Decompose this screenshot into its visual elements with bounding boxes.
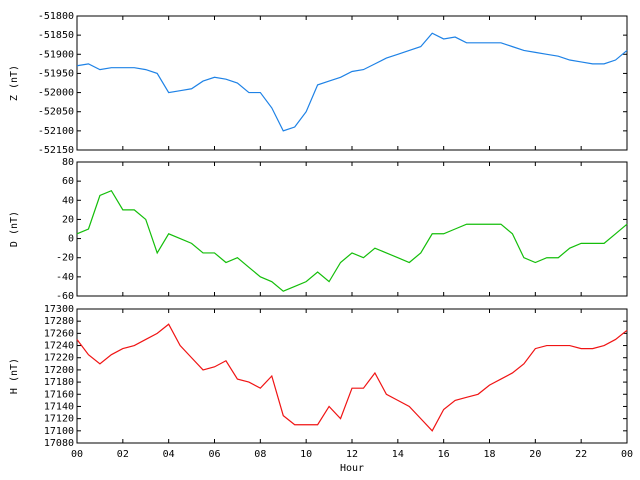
x-tick-label: 22 [575,449,587,460]
data-line [76,189,628,292]
y-tick-label: -52100 [38,126,74,137]
x-tick-label: 08 [254,449,266,460]
x-tick-label: 20 [529,449,541,460]
y-tick-label: 17260 [44,328,74,339]
y-tick-label: 17240 [44,341,74,352]
x-tick-label: 14 [392,449,404,460]
y-tick-label: 40 [62,195,74,206]
y-tick-label: 17140 [44,401,74,412]
y-axis-label: H (nT) [9,358,20,394]
x-tick-label: 00 [71,449,83,460]
y-tick-label: -60 [56,291,74,302]
y-tick-label: 80 [62,157,74,168]
y-tick-label: 17100 [44,426,74,437]
y-tick-label: 60 [62,176,74,187]
y-tick-label: -51850 [38,30,74,41]
y-tick-label: -51950 [38,68,74,79]
x-tick-label: 18 [483,449,495,460]
plot-frame [76,308,628,444]
x-tick-label: 12 [346,449,358,460]
y-tick-label: 17120 [44,414,74,425]
x-tick-label: 04 [163,449,175,460]
y-tick-label: -52050 [38,107,74,118]
y-tick-label: -40 [56,272,74,283]
y-tick-label: 17220 [44,353,74,364]
x-tick-label: 16 [438,449,450,460]
x-tick-label: 00 [621,449,633,460]
y-axis-label: D (nT) [9,211,20,247]
y-tick-label: -51800 [38,11,74,22]
y-tick-label: 0 [68,234,74,245]
y-tick-label: 17180 [44,377,74,388]
x-axis-label: Hour [340,463,364,474]
x-tick-label: 10 [300,449,312,460]
y-tick-label: 20 [62,214,74,225]
y-tick-label: -51900 [38,49,74,60]
data-line [76,32,628,132]
y-tick-label: -20 [56,253,74,264]
y-axis-label: Z (nT) [9,65,20,101]
y-tick-label: 17300 [44,304,74,315]
y-tick-label: 17200 [44,365,74,376]
y-tick-label: -52150 [38,145,74,156]
plot-frame [76,15,628,151]
plot-frame [76,161,628,297]
y-tick-label: -52000 [38,88,74,99]
x-tick-label: 02 [117,449,129,460]
y-tick-label: 17280 [44,316,74,327]
y-tick-label: 17160 [44,389,74,400]
y-tick-label: 17080 [44,438,74,449]
x-tick-label: 06 [208,449,220,460]
data-line [76,323,628,432]
